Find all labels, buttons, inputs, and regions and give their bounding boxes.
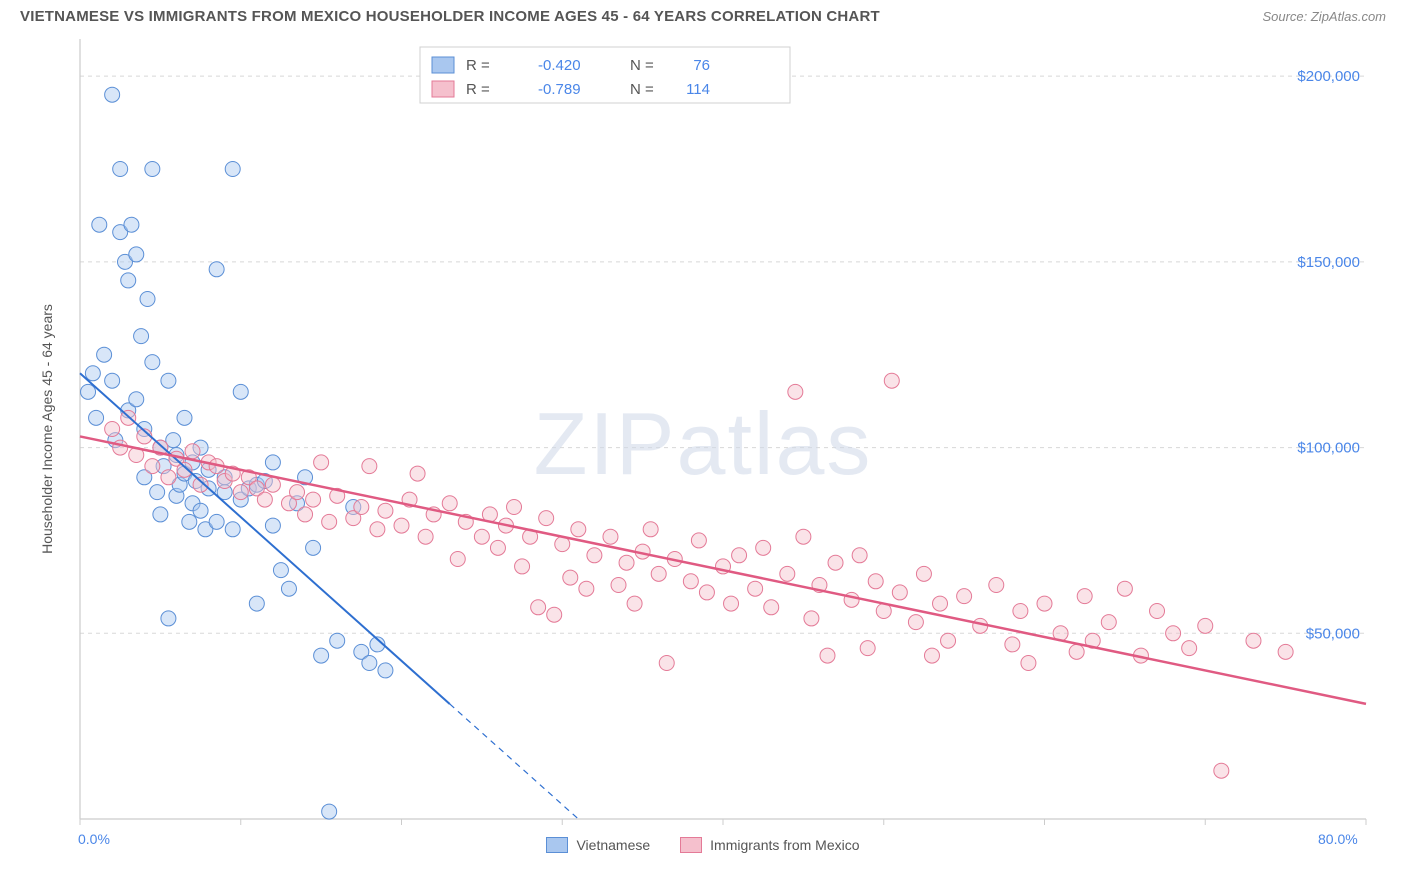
svg-text:-0.420: -0.420 xyxy=(538,57,581,74)
legend-label-mexico: Immigrants from Mexico xyxy=(710,837,859,853)
svg-text:-0.789: -0.789 xyxy=(538,81,581,98)
svg-text:R =: R = xyxy=(466,57,490,74)
svg-text:114: 114 xyxy=(686,81,710,98)
scatter-chart-svg: $50,000 $100,000 $150,000 $200,000 Household… xyxy=(20,29,1386,869)
svg-text:$100,000: $100,000 xyxy=(1297,440,1360,457)
svg-text:$200,000: $200,000 xyxy=(1297,68,1360,85)
chart-title: VIETNAMESE VS IMMIGRANTS FROM MEXICO HOU… xyxy=(20,8,880,25)
legend-item-mexico: Immigrants from Mexico xyxy=(680,837,859,853)
svg-text:R =: R = xyxy=(466,81,490,98)
chart-area: $50,000 $100,000 $150,000 $200,000 Household… xyxy=(20,29,1386,869)
svg-text:$50,000: $50,000 xyxy=(1306,625,1360,642)
source-attribution: Source: ZipAtlas.com xyxy=(1262,9,1386,24)
legend-swatch-vietnamese xyxy=(546,837,568,853)
svg-text:$150,000: $150,000 xyxy=(1297,254,1360,271)
svg-text:N =: N = xyxy=(630,57,654,74)
svg-text:N =: N = xyxy=(630,81,654,98)
svg-text:76: 76 xyxy=(693,57,710,74)
legend-label-vietnamese: Vietnamese xyxy=(576,837,650,853)
bottom-legend: Vietnamese Immigrants from Mexico xyxy=(20,837,1386,853)
svg-text:Householder Income Ages 45 - 6: Householder Income Ages 45 - 64 years xyxy=(39,304,55,554)
legend-item-vietnamese: Vietnamese xyxy=(546,837,650,853)
legend-swatch-mexico xyxy=(680,837,702,853)
